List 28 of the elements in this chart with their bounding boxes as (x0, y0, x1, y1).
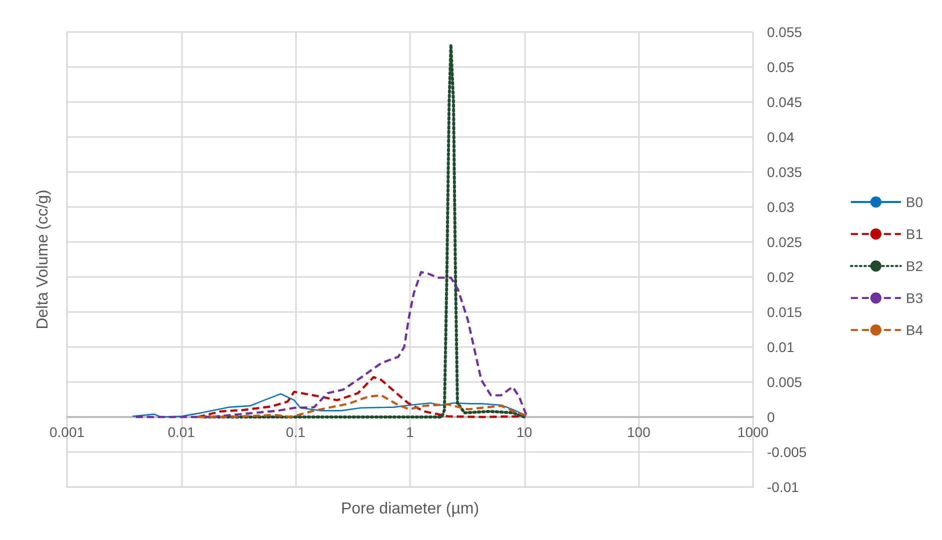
y-tick-label: 0.035 (767, 164, 802, 180)
legend-label: B3 (906, 290, 924, 306)
x-tick-label: 1000 (737, 424, 769, 440)
y-tick-label: -0.01 (767, 479, 800, 495)
legend-label: B2 (906, 258, 924, 274)
legend-label: B4 (906, 322, 924, 338)
x-tick-label: 1 (406, 424, 414, 440)
legend-label: B0 (906, 194, 924, 210)
y-tick-label: -0.005 (767, 444, 807, 460)
x-tick-label: 0.1 (286, 424, 306, 440)
y-tick-label: 0.01 (767, 339, 794, 355)
x-tick-label: 0.001 (49, 424, 85, 440)
x-axis-title: Pore diameter (µm) (340, 500, 480, 518)
y-axis-title: Delta Volume (cc/g) (34, 190, 52, 330)
y-tick-label: 0.055 (767, 24, 802, 40)
x-tick-label: 0.01 (168, 424, 196, 440)
y-tick-label: 0.03 (767, 199, 794, 215)
y-tick-label: 0.045 (767, 94, 802, 110)
y-tick-label: 0.02 (767, 269, 794, 285)
y-tick-label: 0.005 (767, 374, 802, 390)
y-tick-label: 0.05 (767, 59, 794, 75)
legend-label: B1 (906, 226, 924, 242)
x-tick-label: 10 (516, 424, 532, 440)
y-tick-label: 0 (767, 409, 775, 425)
y-tick-label: 0.015 (767, 304, 802, 320)
x-tick-label: 100 (626, 424, 651, 440)
y-tick-label: 0.025 (767, 234, 802, 250)
y-tick-label: 0.04 (767, 129, 794, 145)
